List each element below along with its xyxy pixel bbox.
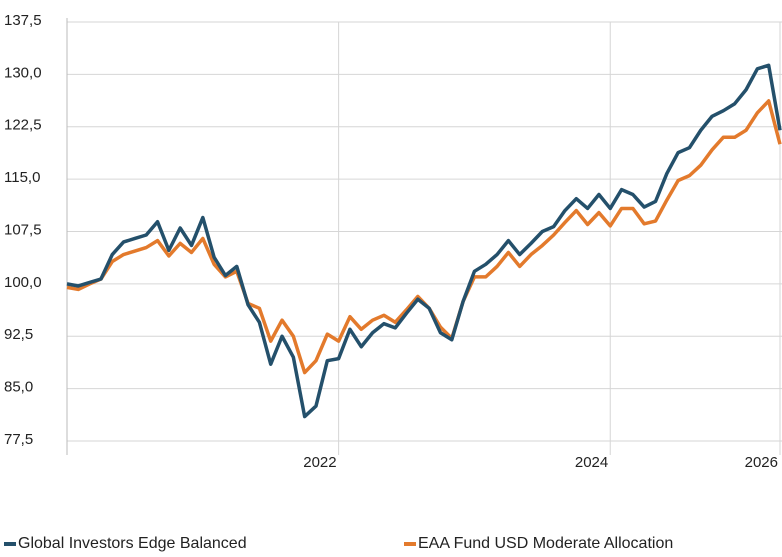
legend-label: Global Investors Edge Balanced: [18, 535, 247, 552]
series-line: [66, 63, 782, 419]
y-tick-label: 115,0: [4, 169, 40, 186]
legend-swatch: [404, 542, 416, 546]
y-tick-label: 77,5: [4, 431, 33, 448]
y-tick-label: 85,0: [4, 379, 33, 396]
legend-swatch: [4, 542, 16, 546]
legend-label: EAA Fund USD Moderate Allocation: [418, 535, 673, 552]
y-tick-label: 130,0: [4, 64, 42, 81]
y-tick-label: 137,5: [4, 12, 42, 29]
y-tick-label: 92,5: [4, 326, 33, 343]
y-tick-label: 107,5: [4, 221, 42, 238]
y-tick-label: 122,5: [4, 117, 42, 134]
x-tick-label: 2022: [303, 454, 336, 471]
x-tick-label: 2024: [575, 454, 608, 471]
x-tick-label: 2026: [745, 454, 778, 471]
y-tick-label: 100,0: [4, 274, 42, 291]
